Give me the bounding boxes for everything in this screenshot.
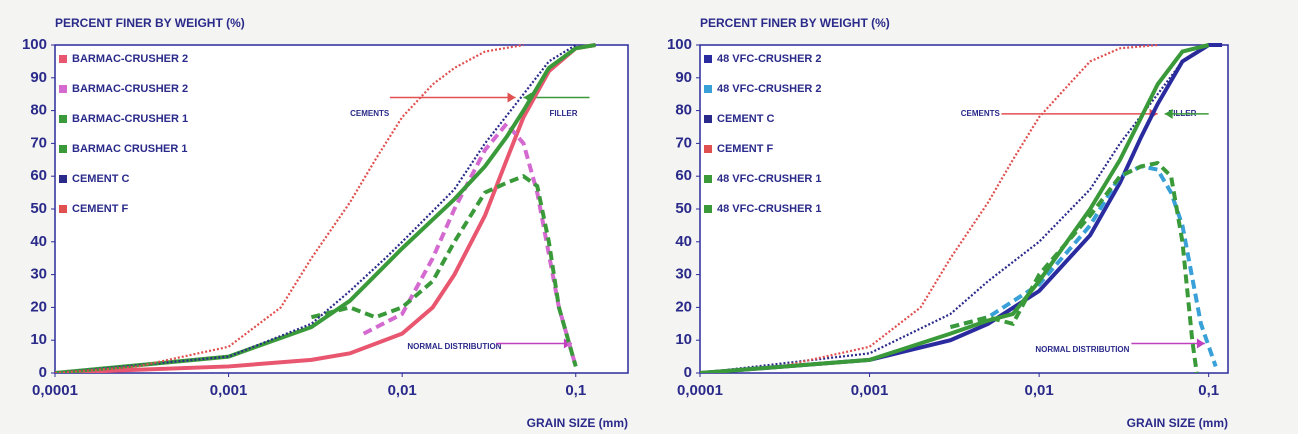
x-tick-label: 0,0001 xyxy=(677,382,723,399)
legend-marker xyxy=(704,55,712,63)
x-tick-label: 0,1 xyxy=(565,382,586,399)
legend-label: BARMAC-CRUSHER 2 xyxy=(72,53,188,65)
series-line xyxy=(362,120,578,367)
y-tick-label: 40 xyxy=(30,233,47,250)
series-line xyxy=(700,44,1210,373)
y-tick-label: 60 xyxy=(675,167,692,184)
series-line xyxy=(700,43,1210,373)
y-axis-title: PERCENT FINER BY WEIGHT (%) xyxy=(700,16,890,30)
legend-label: CEMENT C xyxy=(717,113,775,125)
y-tick-label: 60 xyxy=(30,167,47,184)
y-tick-label: 30 xyxy=(30,266,47,283)
legend-label: BARMAC-CRUSHER 1 xyxy=(72,113,188,125)
y-tick-label: 0 xyxy=(684,364,692,381)
y-tick-label: 50 xyxy=(675,200,692,217)
y-tick-label: 100 xyxy=(667,36,692,53)
y-tick-label: 70 xyxy=(675,134,692,151)
annotation: NORMAL DISTRIBUTION xyxy=(1035,345,1129,354)
arrow-head xyxy=(1164,108,1173,119)
legend-marker xyxy=(704,115,712,123)
y-axis-title: PERCENT FINER BY WEIGHT (%) xyxy=(55,16,245,30)
arrow-head xyxy=(1196,338,1205,349)
x-tick-label: 0,1 xyxy=(1198,382,1219,399)
x-tick-label: 0,01 xyxy=(388,382,417,399)
legend-label: BARMAC-CRUSHER 2 xyxy=(72,83,188,95)
series-line xyxy=(55,43,596,373)
y-tick-label: 90 xyxy=(675,69,692,86)
y-tick-label: 80 xyxy=(675,102,692,119)
legend-label: CEMENT C xyxy=(72,173,130,185)
chart: PERCENT FINER BY WEIGHT (%) GRAIN SIZE (m… xyxy=(667,16,1229,430)
y-tick-label: 10 xyxy=(675,331,692,348)
legend-marker xyxy=(59,85,67,93)
legend-label: 48 VFC-CRUSHER 2 xyxy=(717,83,822,95)
annotation: FILLER xyxy=(549,109,577,118)
x-axis-title: GRAIN SIZE (mm) xyxy=(527,416,628,430)
legend-label: CEMENT F xyxy=(72,203,129,215)
x-tick-label: 0,001 xyxy=(210,382,248,399)
x-tick-label: 0,001 xyxy=(851,382,889,399)
legend-label: 48 VFC-CRUSHER 1 xyxy=(717,173,822,185)
legend-marker xyxy=(704,205,712,213)
series-line xyxy=(55,43,524,373)
annotation: CEMENTS xyxy=(350,109,390,118)
legend-marker xyxy=(704,175,712,183)
series-line xyxy=(949,160,1199,373)
x-axis-title: GRAIN SIZE (mm) xyxy=(1127,416,1228,430)
y-tick-label: 10 xyxy=(30,331,47,348)
y-tick-label: 90 xyxy=(30,69,47,86)
y-tick-label: 20 xyxy=(675,298,692,315)
chart: PERCENT FINER BY WEIGHT (%) GRAIN SIZE (m… xyxy=(22,16,629,430)
arrow-head xyxy=(507,92,516,103)
x-tick-label: 0,01 xyxy=(1025,382,1054,399)
y-tick-label: 20 xyxy=(30,298,47,315)
x-tick-label: 0,0001 xyxy=(32,382,78,399)
plot-area xyxy=(699,44,1229,374)
legend-label: BARMAC CRUSHER 1 xyxy=(72,143,188,155)
series-line xyxy=(700,43,1223,373)
y-tick-label: 50 xyxy=(30,200,47,217)
y-tick-label: 0 xyxy=(39,364,47,381)
legend-label: 48 VFC-CRUSHER 1 xyxy=(717,203,822,215)
legend-marker xyxy=(59,145,67,153)
series-line xyxy=(55,44,577,373)
legend-marker xyxy=(704,145,712,153)
legend-marker xyxy=(704,85,712,93)
legend-marker xyxy=(59,175,67,183)
annotation: CEMENTS xyxy=(961,109,1001,118)
y-tick-label: 40 xyxy=(675,233,692,250)
annotation: NORMAL DISTRIBUTION xyxy=(407,342,501,351)
legend-marker xyxy=(59,55,67,63)
legend-label: 48 VFC-CRUSHER 2 xyxy=(717,53,822,65)
y-tick-label: 100 xyxy=(22,36,47,53)
y-tick-label: 80 xyxy=(30,102,47,119)
y-tick-label: 70 xyxy=(30,134,47,151)
y-tick-label: 30 xyxy=(675,266,692,283)
series-line xyxy=(310,173,578,367)
legend-label: CEMENT F xyxy=(717,143,774,155)
legend-marker xyxy=(59,205,67,213)
legend-marker xyxy=(59,115,67,123)
series-line xyxy=(700,43,1158,373)
